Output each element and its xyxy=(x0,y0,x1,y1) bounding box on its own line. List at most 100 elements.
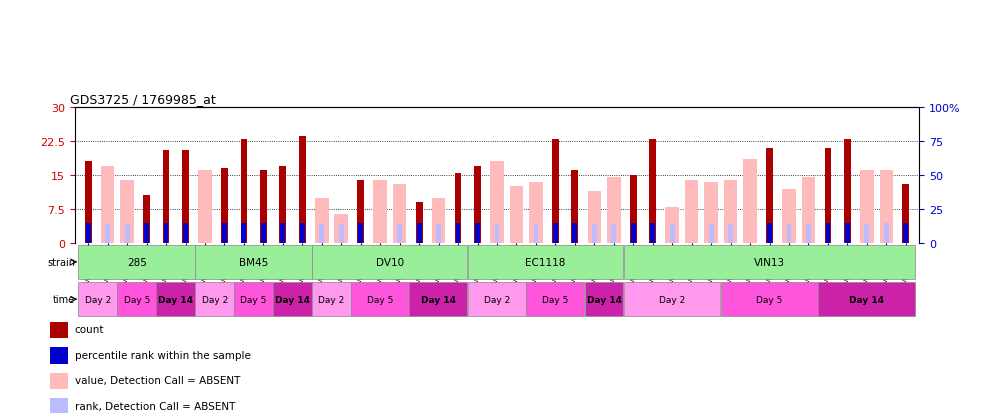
Text: strain: strain xyxy=(47,257,75,267)
Bar xyxy=(163,150,169,244)
Bar xyxy=(182,150,189,244)
Bar xyxy=(221,169,228,244)
Bar xyxy=(279,166,286,244)
Bar xyxy=(100,166,114,244)
Bar xyxy=(455,224,460,244)
Bar xyxy=(144,224,149,244)
Text: time: time xyxy=(53,294,75,304)
Bar xyxy=(143,196,150,244)
Bar xyxy=(339,225,344,244)
Text: Day 5: Day 5 xyxy=(367,295,394,304)
Bar xyxy=(786,225,791,244)
Bar xyxy=(903,185,910,244)
Bar xyxy=(591,225,596,244)
Text: 285: 285 xyxy=(127,257,147,267)
Text: Day 5: Day 5 xyxy=(542,295,569,304)
Text: Day 2: Day 2 xyxy=(659,295,685,304)
Bar xyxy=(685,180,699,244)
Bar xyxy=(300,224,305,244)
Bar xyxy=(50,322,68,339)
Text: Day 2: Day 2 xyxy=(84,295,111,304)
Bar xyxy=(468,245,623,279)
Bar xyxy=(744,159,756,244)
Bar xyxy=(235,282,272,316)
Bar xyxy=(490,162,504,244)
Bar xyxy=(623,282,721,316)
Bar xyxy=(436,225,441,244)
Bar xyxy=(526,282,584,316)
Bar xyxy=(670,225,675,244)
Text: percentile rank within the sample: percentile rank within the sample xyxy=(75,350,250,360)
Bar xyxy=(358,224,363,244)
Bar xyxy=(825,148,831,244)
Bar xyxy=(623,245,915,279)
Bar xyxy=(529,182,543,244)
Text: rank, Detection Call = ABSENT: rank, Detection Call = ABSENT xyxy=(75,401,235,411)
Bar xyxy=(650,224,655,244)
Bar xyxy=(630,176,637,244)
Bar xyxy=(573,224,578,244)
Bar xyxy=(79,282,117,316)
Bar xyxy=(79,245,195,279)
Bar xyxy=(273,282,312,316)
Bar xyxy=(665,207,679,244)
Bar xyxy=(416,224,421,244)
Bar xyxy=(415,203,422,244)
Bar xyxy=(222,224,227,244)
Text: Day 14: Day 14 xyxy=(586,295,621,304)
Bar xyxy=(709,225,714,244)
Bar xyxy=(319,225,324,244)
Bar xyxy=(393,185,407,244)
Bar xyxy=(724,180,738,244)
Bar xyxy=(607,178,620,244)
Bar xyxy=(454,173,461,244)
Bar xyxy=(631,224,636,244)
Text: Day 14: Day 14 xyxy=(275,295,310,304)
Text: Day 14: Day 14 xyxy=(421,295,456,304)
Bar xyxy=(120,180,134,244)
Bar xyxy=(105,225,110,244)
Bar xyxy=(534,225,539,244)
Text: GDS3725 / 1769985_at: GDS3725 / 1769985_at xyxy=(71,93,216,106)
Bar xyxy=(334,214,348,244)
Bar xyxy=(164,224,168,244)
Bar xyxy=(729,225,733,244)
Bar xyxy=(50,348,68,364)
Bar xyxy=(553,224,558,244)
Text: Day 2: Day 2 xyxy=(318,295,345,304)
Bar xyxy=(195,282,234,316)
Bar xyxy=(260,171,266,244)
Text: Day 14: Day 14 xyxy=(158,295,193,304)
Bar xyxy=(124,225,129,244)
Bar xyxy=(587,191,601,244)
Bar xyxy=(183,224,188,244)
Bar xyxy=(241,139,248,244)
Bar xyxy=(84,162,91,244)
Bar xyxy=(312,282,351,316)
Text: BM45: BM45 xyxy=(239,257,268,267)
Bar xyxy=(884,224,889,244)
Bar xyxy=(431,198,445,244)
Bar xyxy=(705,182,718,244)
Text: EC1118: EC1118 xyxy=(526,257,566,267)
Bar xyxy=(468,282,526,316)
Bar xyxy=(242,224,247,244)
Bar xyxy=(766,148,773,244)
Bar xyxy=(156,282,195,316)
Bar xyxy=(552,139,559,244)
Bar xyxy=(880,171,894,244)
Bar xyxy=(782,189,796,244)
Bar xyxy=(475,224,480,244)
Bar xyxy=(374,180,387,244)
Bar xyxy=(495,225,499,244)
Bar xyxy=(280,224,285,244)
Bar xyxy=(611,225,616,244)
Bar xyxy=(195,245,312,279)
Bar xyxy=(474,166,481,244)
Bar xyxy=(802,178,815,244)
Text: count: count xyxy=(75,325,104,335)
Bar xyxy=(410,282,467,316)
Bar xyxy=(198,171,212,244)
Bar xyxy=(844,139,851,244)
Text: DV10: DV10 xyxy=(376,257,404,267)
